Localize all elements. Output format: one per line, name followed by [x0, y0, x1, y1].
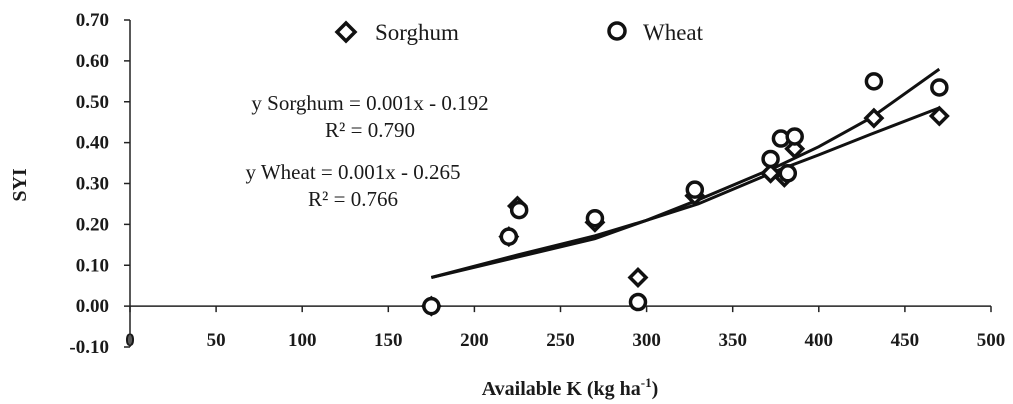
data-point-wheat: [585, 208, 605, 228]
y-tick-label: 0.50: [76, 92, 109, 113]
data-point-wheat: [685, 180, 705, 199]
x-tick-label: 450: [891, 330, 920, 351]
x-ticks: 0 50 100 150 200 250 300 350 400 450 500: [125, 306, 1005, 351]
y-tick-label: 0.00: [76, 296, 109, 317]
data-point-wheat: [761, 149, 780, 169]
x-tick-label: 250: [546, 330, 575, 351]
x-axis-title-sup: -1: [641, 375, 652, 390]
y-tick-label: 0.60: [76, 51, 109, 72]
trendlines: [430, 67, 941, 279]
wheat-r-squared: R² = 0.766: [308, 187, 398, 211]
data-point-wheat: [628, 292, 648, 312]
y-tick-label: 0.10: [76, 255, 109, 276]
trendline-sorghum: [430, 106, 940, 279]
y-tick-label: 0.30: [76, 174, 109, 195]
y-tick-label: 0.40: [76, 133, 109, 154]
trendline-wheat: [430, 67, 941, 279]
legend-item-wheat: Wheat: [607, 20, 704, 45]
y-tick-label: 0.20: [76, 214, 109, 235]
x-tick-label: 50: [207, 330, 226, 351]
y-axis-title: SYI: [9, 168, 31, 202]
sorghum-equation: y Sorghum = 0.001x - 0.192: [251, 91, 488, 115]
legend-marker-sorghum: [334, 20, 358, 44]
x-tick-label: 500: [977, 330, 1006, 351]
data-point-sorghum: [784, 138, 806, 160]
data-point-sorghum: [627, 267, 649, 288]
legend-item-sorghum: Sorghum: [334, 20, 459, 45]
x-tick-label: 350: [718, 330, 747, 351]
data-point-sorghum: [863, 107, 885, 129]
data-point-wheat: [785, 127, 804, 146]
data-point-wheat: [499, 227, 519, 246]
x-tick-label: 200: [460, 330, 489, 351]
legend-marker-wheat: [607, 21, 627, 41]
data-point-wheat: [778, 164, 798, 183]
equations: y Sorghum = 0.001x - 0.192 R² = 0.790 y …: [245, 91, 488, 211]
data-point-wheat: [864, 72, 884, 91]
legend: Sorghum Wheat: [334, 20, 704, 45]
x-tick-label: 300: [632, 330, 661, 351]
x-axis-title: Available K (kg ha-1): [482, 375, 659, 400]
wheat-equation: y Wheat = 0.001x - 0.265: [245, 160, 460, 184]
y-tick-label: -0.10: [69, 337, 109, 358]
y-tick-label: 0.70: [76, 10, 109, 31]
x-tick-label: 0: [125, 330, 135, 351]
data-point-wheat: [509, 200, 529, 220]
data-point-wheat: [422, 296, 441, 316]
data-point-sorghum: [928, 105, 950, 127]
legend-label-wheat: Wheat: [643, 20, 704, 45]
x-tick-label: 150: [374, 330, 403, 351]
x-tick-label: 100: [288, 330, 317, 351]
x-axis-title-close: ): [652, 378, 659, 400]
y-axis-title-group: SYI: [9, 168, 31, 202]
x-axis-title-main: Available K (kg ha: [482, 378, 641, 400]
data-point-wheat: [930, 78, 949, 97]
x-tick-label: 400: [805, 330, 834, 351]
y-ticks: -0.10 0.00 0.10 0.20 0.30 0.40 0.50 0.60 0.70: [69, 10, 130, 358]
data-points: [420, 72, 950, 317]
legend-label-sorghum: Sorghum: [375, 20, 459, 45]
sorghum-r-squared: R² = 0.790: [325, 118, 415, 142]
